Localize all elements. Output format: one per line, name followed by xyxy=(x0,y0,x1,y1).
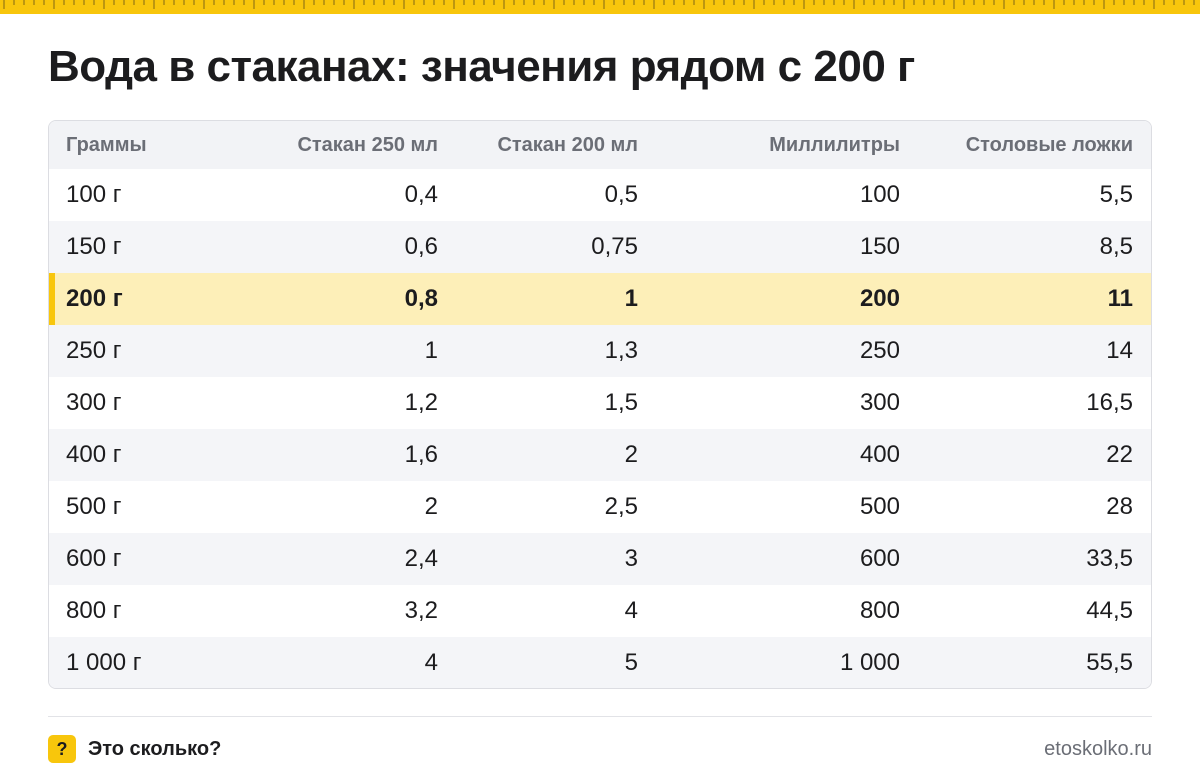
column-header: Стакан 200 мл xyxy=(497,133,638,156)
table-cell: 400 xyxy=(859,441,900,468)
column-header: Граммы xyxy=(66,133,147,156)
table-cell: 14 xyxy=(1106,337,1133,364)
table-row: 100 г 0,4 0,5 100 5,5 xyxy=(49,169,1151,221)
column-header: Столовые ложки xyxy=(965,133,1133,156)
table-cell: 33,5 xyxy=(1086,545,1133,572)
table-cell: 600 г xyxy=(66,545,122,572)
question-badge-icon: ? xyxy=(48,735,76,763)
table-cell: 5 xyxy=(624,649,638,676)
table-row: 300 г 1,2 1,5 300 16,5 xyxy=(49,377,1151,429)
table-cell: 0,75 xyxy=(591,233,638,260)
table-cell: 1,5 xyxy=(604,389,638,416)
table-row-highlighted: 200 г 0,8 1 200 11 xyxy=(49,273,1151,325)
table-row: 150 г 0,6 0,75 150 8,5 xyxy=(49,221,1151,273)
table-cell: 2 xyxy=(424,493,438,520)
table-body: 100 г 0,4 0,5 100 5,5 150 г 0,6 0,75 150 8,5 200 г… xyxy=(49,169,1151,688)
table-cell: 500 xyxy=(859,493,900,520)
brand-label: Это сколько? xyxy=(88,738,222,760)
table-cell: 0,6 xyxy=(404,233,438,260)
column-header: Стакан 250 мл xyxy=(297,133,438,156)
table-row: 600 г 2,4 3 600 33,5 xyxy=(49,533,1151,585)
table-cell: 2,5 xyxy=(604,493,638,520)
table-cell: 150 г xyxy=(66,233,122,260)
table-row: 1 000 г 4 5 1 000 55,5 xyxy=(49,637,1151,688)
conversion-table: Граммы Стакан 250 мл Стакан 200 мл Миллилит… xyxy=(48,120,1152,689)
table-cell: 3 xyxy=(624,545,638,572)
table-cell: 1 xyxy=(424,337,438,364)
table-cell: 800 г xyxy=(66,597,122,624)
ruler-strip xyxy=(0,0,1200,14)
table-cell: 0,8 xyxy=(404,285,438,312)
site-url: etoskolko.ru xyxy=(1044,738,1152,760)
table-cell: 0,5 xyxy=(604,181,638,208)
table-cell: 200 xyxy=(859,285,900,312)
table-header: Граммы Стакан 250 мл Стакан 200 мл Миллилит… xyxy=(49,121,1151,169)
table-cell: 16,5 xyxy=(1086,389,1133,416)
table-cell: 1,6 xyxy=(404,441,438,468)
table-cell: 1,3 xyxy=(604,337,638,364)
table-cell: 1,2 xyxy=(404,389,438,416)
table-cell: 4 xyxy=(424,649,438,676)
table-cell: 28 xyxy=(1106,493,1133,520)
table-cell: 55,5 xyxy=(1086,649,1133,676)
table-cell: 5,5 xyxy=(1099,181,1133,208)
table-row: 800 г 3,2 4 800 44,5 xyxy=(49,585,1151,637)
table-cell: 44,5 xyxy=(1086,597,1133,624)
page-title: Вода в стаканах: значения рядом с 200 г xyxy=(48,42,915,91)
table-cell: 8,5 xyxy=(1099,233,1133,260)
table-cell: 100 г xyxy=(66,181,122,208)
table-row: 250 г 1 1,3 250 14 xyxy=(49,325,1151,377)
table-cell: 1 000 г xyxy=(66,649,142,676)
header-row: Граммы Стакан 250 мл Стакан 200 мл Миллилит… xyxy=(49,121,1151,169)
table-cell: 3,2 xyxy=(404,597,438,624)
table-row: 400 г 1,6 2 400 22 xyxy=(49,429,1151,481)
table-cell: 250 г xyxy=(66,337,122,364)
table-cell: 0,4 xyxy=(404,181,438,208)
table-cell: 4 xyxy=(624,597,638,624)
column-header: Миллилитры xyxy=(769,133,900,156)
ruler-ticks xyxy=(3,0,1195,9)
table-cell: 250 xyxy=(859,337,900,364)
footer-divider xyxy=(48,716,1152,717)
table-cell: 500 г xyxy=(66,493,122,520)
table-row: 500 г 2 2,5 500 28 xyxy=(49,481,1151,533)
table-cell: 150 xyxy=(859,233,900,260)
table-cell: 600 xyxy=(859,545,900,572)
table-cell: 1 000 xyxy=(839,649,900,676)
table-cell: 400 г xyxy=(66,441,122,468)
table-cell: 2 xyxy=(624,441,638,468)
table-cell: 200 г xyxy=(49,273,256,325)
table-cell: 300 г xyxy=(66,389,122,416)
table-cell: 100 xyxy=(859,181,900,208)
table-cell: 2,4 xyxy=(404,545,438,572)
table-cell: 11 xyxy=(1107,285,1133,312)
table-cell: 800 xyxy=(859,597,900,624)
table-cell: 22 xyxy=(1106,441,1133,468)
table-cell: 1 xyxy=(624,285,638,312)
table-cell: 300 xyxy=(859,389,900,416)
